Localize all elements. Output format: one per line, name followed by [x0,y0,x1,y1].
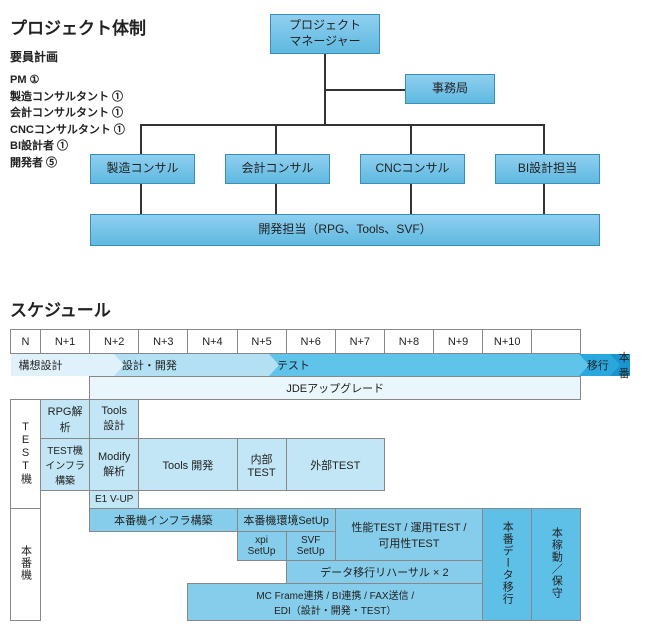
timeline-row: N N+1 N+2 N+3 N+4 N+5 N+6 N+7 N+8 N+9 N+… [11,330,631,354]
org-line [324,89,326,124]
timeline-cell: N+2 [90,330,139,354]
bar-go-live: 本稼動／保守 [532,509,581,621]
org-line [410,184,412,214]
phase-0: 構想設計 [11,354,114,376]
node-consultant: 製造コンサル [90,154,195,184]
group-test-label: TEST機 [11,400,41,509]
timeline-cell [532,330,581,354]
schedule-title: スケジュール [10,296,640,321]
timeline-cell: N+8 [384,330,433,354]
timeline-cell: N+4 [188,330,237,354]
org-line [140,124,545,126]
org-line [410,124,412,154]
timeline-cell: N+3 [139,330,188,354]
bar-prod-env: 本番機環境SetUp [237,509,335,532]
bar-prod-infra: 本番機インフラ構築 [90,509,237,532]
org-line [140,184,142,214]
org-line [140,124,142,154]
timeline-cell: N [11,330,41,354]
bar-rpg: RPG解析 [41,400,90,439]
phase-row: 構想設計設計・開発テスト移行本番 [11,354,631,377]
bar-mcframe: MC Frame連携 / BI連携 / FAX送信 /EDI（設計・開発・TES… [188,584,483,621]
bar-svf: SVFSetUp [286,532,335,561]
timeline-cell: N+6 [286,330,335,354]
timeline-cell: N+9 [434,330,483,354]
phase-2: テスト [269,354,579,376]
node-office: 事務局 [405,74,495,104]
org-line [543,124,545,154]
org-line [543,184,545,214]
bar-external-test: 外部TEST [286,439,384,491]
node-consultant: 会計コンサル [225,154,330,184]
group-prod-label: 本番機 [11,509,41,621]
bar-modify: Modify解析 [90,439,139,491]
bar-tools-design: Tools設計 [90,400,139,439]
node-consultant: BI設計担当 [495,154,600,184]
bar-xpi: xpiSetUp [237,532,286,561]
timeline-cell: N+5 [237,330,286,354]
bar-tools-dev: Tools 開発 [139,439,237,491]
bar-e1vup: E1 V-UP [90,491,139,509]
bar-rehearsal: データ移行リハーサル × 2 [286,561,483,584]
schedule-table: N N+1 N+2 N+3 N+4 N+5 N+6 N+7 N+8 N+9 N+… [10,329,630,621]
timeline-cell: N+7 [335,330,384,354]
bar-test-infra: TEST機インフラ構築 [41,439,90,491]
node-pm: プロジェクトマネージャー [270,14,380,54]
org-line [275,184,277,214]
bar-perf-test: 性能TEST / 運用TEST /可用性TEST [335,509,482,561]
phase-1: 設計・開発 [114,354,269,376]
org-line [324,54,326,89]
org-line [275,124,277,154]
bar-internal-test: 内部TEST [237,439,286,491]
org-chart: プロジェクトマネージャー 事務局 製造コンサル 会計コンサル CNCコンサル B… [10,14,640,284]
node-dev: 開発担当（RPG、Tools、SVF） [90,214,600,246]
bar-jde: JDEアップグレード [90,377,581,400]
bar-data-mig: 本番データ移行 [483,509,532,621]
timeline-cell: N+1 [41,330,90,354]
timeline-cell: N+10 [483,330,532,354]
node-consultant: CNCコンサル [360,154,465,184]
